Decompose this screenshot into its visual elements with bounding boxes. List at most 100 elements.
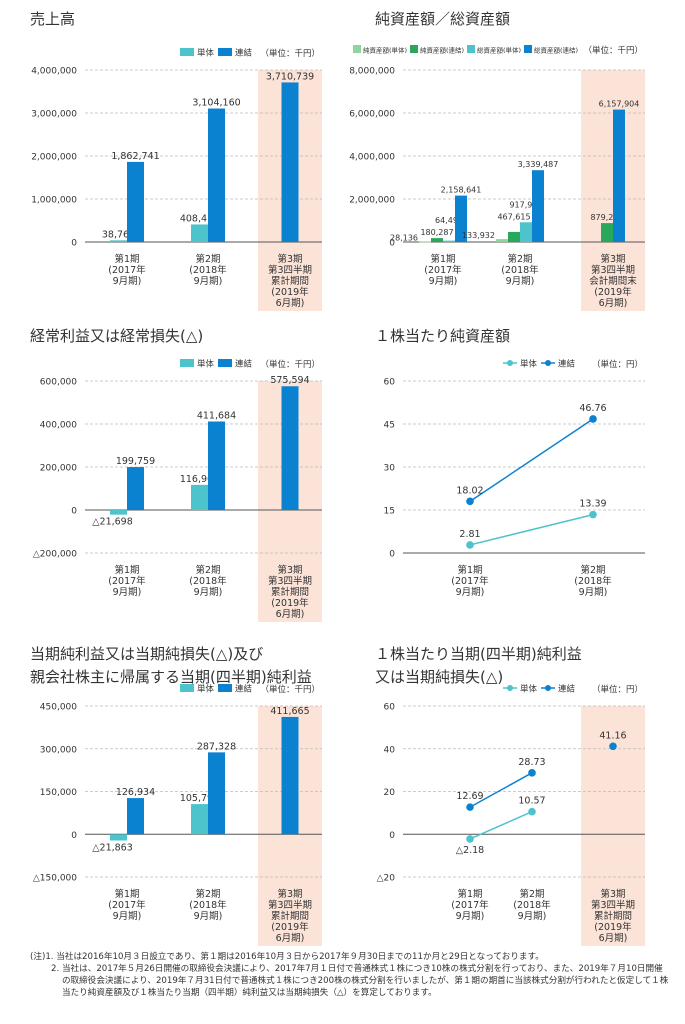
- data-label: 575,594: [270, 375, 309, 386]
- bar: [532, 170, 544, 242]
- legend-swatch: [180, 48, 194, 56]
- legend-unit: （単位：千円）: [260, 684, 320, 695]
- data-label: 3,339,487: [518, 160, 559, 169]
- y-tick-label: 15: [384, 507, 395, 517]
- x-category-label: 第2期: [195, 564, 220, 576]
- data-label: 116,964: [180, 474, 219, 485]
- x-category-label: 第3期: [600, 888, 625, 900]
- legend-swatch: [180, 359, 194, 367]
- data-point: [589, 415, 597, 423]
- data-label: 180,287: [420, 228, 453, 237]
- data-point: [528, 769, 536, 777]
- data-label: 287,328: [197, 741, 236, 752]
- x-category-label: 第3四半期: [268, 575, 312, 587]
- x-category-label: (2019年: [271, 921, 309, 933]
- data-label: 12.69: [456, 791, 483, 802]
- footnote-number: 2.: [51, 964, 60, 974]
- bar: [127, 798, 144, 835]
- x-category-label: 9月期): [113, 587, 142, 598]
- legend-label: 総資産額(連結): [534, 46, 578, 55]
- y-tick-label: 60: [384, 378, 396, 388]
- data-label: 13.39: [579, 499, 606, 510]
- data-label: 41.16: [599, 730, 626, 741]
- x-category-label: 第3四半期: [591, 264, 635, 276]
- bar: [520, 222, 532, 242]
- x-category-label: 第2期: [580, 564, 605, 576]
- legend-label: 連結: [558, 684, 576, 695]
- data-point: [466, 803, 474, 811]
- data-label: 411,665: [270, 706, 309, 717]
- x-category-label: 会計期間末: [589, 275, 637, 287]
- legend-label: 純資産額(連結): [420, 46, 464, 55]
- data-label: 28.73: [518, 757, 545, 768]
- chart-title-eps-line1: １株当たり当期(四半期)純利益: [375, 645, 582, 663]
- data-label: 6,157,904: [599, 100, 640, 109]
- legend-unit: （単位：円）: [592, 359, 643, 370]
- legend-swatch: [180, 684, 194, 692]
- x-category-label: 第2期: [507, 253, 532, 265]
- legend-swatch: [218, 684, 232, 692]
- legend-label: 単体: [197, 359, 215, 370]
- x-category-label: 第2期: [195, 253, 220, 265]
- bar: [127, 467, 144, 510]
- y-tick-label: 3,000,000: [31, 110, 77, 120]
- x-category-label: (2018年: [513, 899, 551, 911]
- series-line: [469, 418, 594, 502]
- x-category-label: 9月期): [518, 911, 547, 922]
- x-category-label: 第3四半期: [268, 264, 312, 276]
- y-tick-label: 0: [389, 239, 395, 249]
- legend-label: 連結: [235, 684, 253, 695]
- legend-swatch: [524, 45, 532, 53]
- y-tick-label: 0: [389, 831, 395, 841]
- x-category-label: 第2期: [195, 888, 220, 900]
- x-category-label: 6月期): [276, 298, 305, 309]
- legend-marker: [545, 685, 551, 691]
- bar: [281, 716, 299, 835]
- legend-unit: （単位：千円）: [260, 359, 320, 370]
- legend-unit: （単位：千円）: [583, 45, 643, 56]
- bar: [110, 510, 127, 515]
- y-tick-label: 4,000,000: [349, 153, 395, 163]
- x-category-label: (2017年: [451, 899, 489, 911]
- chart-title-net-total-assets: 純資産額／総資産額: [375, 10, 511, 28]
- x-category-label: (2019年: [271, 597, 309, 609]
- footnote-number: 1.: [45, 952, 54, 962]
- x-category-label: 第3期: [277, 253, 302, 265]
- bar: [419, 241, 431, 243]
- x-category-label: 9月期): [194, 587, 223, 598]
- y-tick-label: 150,000: [40, 788, 77, 798]
- legend-label: 単体: [197, 48, 215, 59]
- data-label: 126,934: [116, 787, 155, 798]
- legend-label: 単体: [197, 684, 215, 695]
- legend-label: 連結: [235, 48, 253, 59]
- bar: [496, 239, 508, 242]
- x-category-label: 第3期: [277, 564, 302, 576]
- data-label: 917,921: [509, 200, 542, 209]
- data-label: 199,759: [116, 456, 155, 467]
- x-category-label: 第3期: [600, 253, 625, 265]
- bar: [281, 386, 299, 510]
- data-label: 18.02: [456, 485, 483, 496]
- bar: [127, 161, 144, 242]
- y-tick-label: 60: [384, 703, 396, 713]
- chart-title-net-income-line2: 親会社株主に帰属する当期(四半期)純利益: [30, 668, 312, 686]
- x-category-label: (2017年: [108, 575, 146, 587]
- chart-title-ordinary-income: 経常利益又は経常損失(△): [30, 327, 204, 345]
- bar: [281, 82, 299, 242]
- data-point: [528, 807, 536, 816]
- x-category-label: (2017年: [108, 899, 146, 911]
- legend-label: 総資産額(単体): [477, 46, 521, 55]
- data-point: [466, 835, 474, 843]
- bar: [443, 240, 455, 242]
- bar: [110, 834, 127, 841]
- data-label: △21,698: [92, 517, 133, 528]
- footnote-prefix: (注): [30, 952, 46, 962]
- data-label: 467,615: [497, 212, 530, 221]
- data-label: 3,710,739: [266, 71, 314, 82]
- legend-label: 単体: [520, 684, 538, 695]
- bar: [208, 421, 225, 510]
- y-tick-label: 600,000: [40, 378, 77, 388]
- y-tick-label: 300,000: [40, 745, 77, 755]
- y-tick-label: 6,000,000: [349, 110, 395, 120]
